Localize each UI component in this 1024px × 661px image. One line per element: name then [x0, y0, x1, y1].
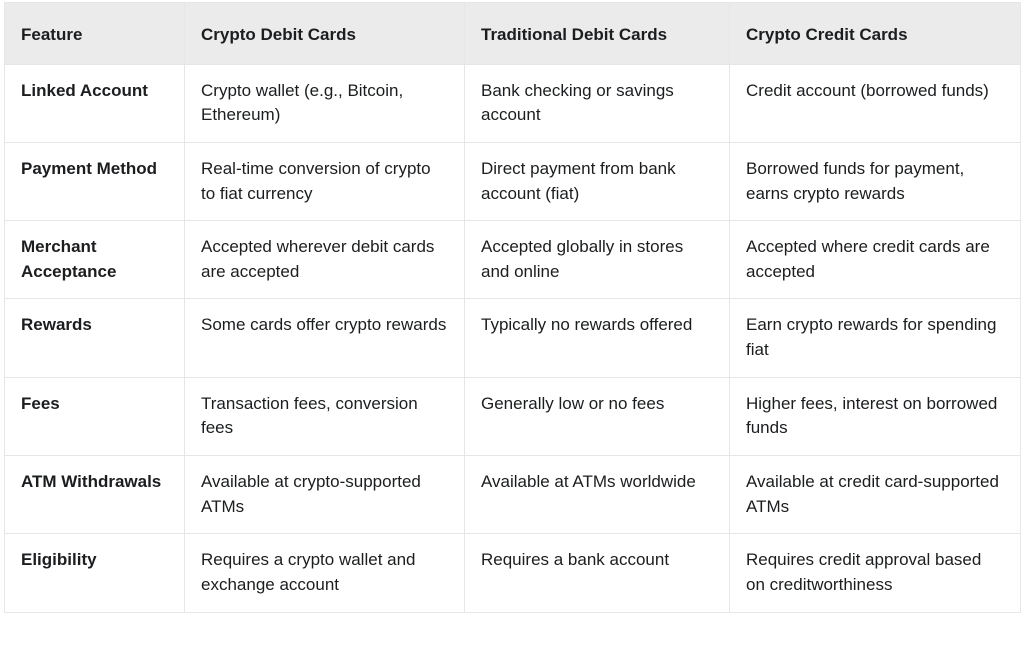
table-row: Merchant Acceptance Accepted wherever de… — [5, 221, 1021, 299]
cell: Credit account (borrowed funds) — [730, 64, 1021, 142]
cell: Available at credit card-supported ATMs — [730, 456, 1021, 534]
col-header-crypto-debit: Crypto Debit Cards — [185, 3, 465, 65]
row-header: ATM Withdrawals — [5, 456, 185, 534]
cell: Some cards offer crypto rewards — [185, 299, 465, 377]
row-header: Merchant Acceptance — [5, 221, 185, 299]
cell: Higher fees, interest on borrowed funds — [730, 377, 1021, 455]
table-row: Eligibility Requires a crypto wallet and… — [5, 534, 1021, 612]
cell: Accepted globally in stores and online — [465, 221, 730, 299]
col-header-feature: Feature — [5, 3, 185, 65]
comparison-table: Feature Crypto Debit Cards Traditional D… — [4, 2, 1021, 613]
cell: Bank checking or savings account — [465, 64, 730, 142]
row-header: Eligibility — [5, 534, 185, 612]
cell: Real-time conversion of crypto to fiat c… — [185, 142, 465, 220]
cell: Available at crypto-supported ATMs — [185, 456, 465, 534]
table-row: Fees Transaction fees, conversion fees G… — [5, 377, 1021, 455]
cell: Borrowed funds for payment, earns crypto… — [730, 142, 1021, 220]
cell: Crypto wallet (e.g., Bitcoin, Ethereum) — [185, 64, 465, 142]
cell: Transaction fees, conversion fees — [185, 377, 465, 455]
cell: Accepted wherever debit cards are accept… — [185, 221, 465, 299]
table-body: Linked Account Crypto wallet (e.g., Bitc… — [5, 64, 1021, 612]
table-row: ATM Withdrawals Available at crypto-supp… — [5, 456, 1021, 534]
col-header-traditional-debit: Traditional Debit Cards — [465, 3, 730, 65]
cell: Requires a bank account — [465, 534, 730, 612]
table-row: Payment Method Real-time conversion of c… — [5, 142, 1021, 220]
cell: Available at ATMs worldwide — [465, 456, 730, 534]
cell: Accepted where credit cards are accepted — [730, 221, 1021, 299]
col-header-crypto-credit: Crypto Credit Cards — [730, 3, 1021, 65]
cell: Earn crypto rewards for spending fiat — [730, 299, 1021, 377]
table-header: Feature Crypto Debit Cards Traditional D… — [5, 3, 1021, 65]
row-header: Rewards — [5, 299, 185, 377]
row-header: Linked Account — [5, 64, 185, 142]
cell: Typically no rewards offered — [465, 299, 730, 377]
cell: Direct payment from bank account (fiat) — [465, 142, 730, 220]
row-header: Payment Method — [5, 142, 185, 220]
cell: Requires credit approval based on credit… — [730, 534, 1021, 612]
cell: Generally low or no fees — [465, 377, 730, 455]
table-row: Linked Account Crypto wallet (e.g., Bitc… — [5, 64, 1021, 142]
row-header: Fees — [5, 377, 185, 455]
cell: Requires a crypto wallet and exchange ac… — [185, 534, 465, 612]
table-row: Rewards Some cards offer crypto rewards … — [5, 299, 1021, 377]
